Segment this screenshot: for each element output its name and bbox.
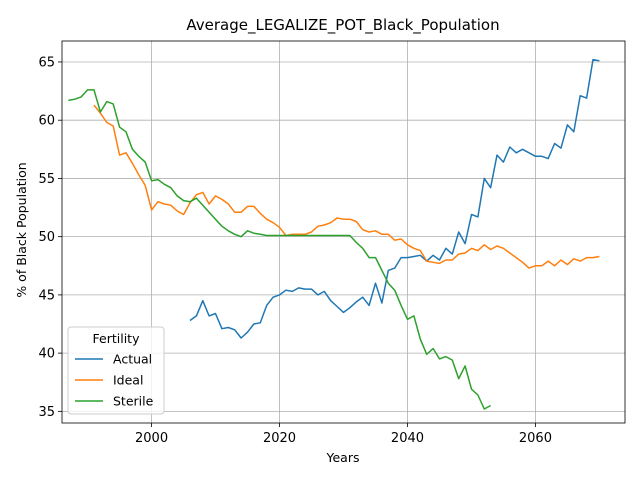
axis-ticks: 2000 2020 2040 2060 35 40 45 50 55 60 65 [38, 55, 552, 446]
y-tick-label: 40 [38, 347, 55, 362]
y-tick-label: 60 [38, 114, 55, 129]
x-tick-label: 2000 [135, 431, 168, 446]
y-tick-label: 45 [38, 288, 55, 303]
y-tick-label: 55 [38, 172, 55, 187]
plot-area-frame [61, 40, 626, 424]
x-tick-label: 2060 [519, 431, 552, 446]
legend-label-actual: Actual [113, 352, 152, 367]
series-line-sterile [68, 89, 491, 410]
legend-box [67, 326, 165, 415]
x-tick-label: 2020 [263, 431, 296, 446]
y-tick-label: 65 [38, 55, 55, 70]
legend-title: Fertility [93, 331, 141, 346]
legend-label-ideal: Ideal [113, 373, 143, 388]
x-tick-label: 2040 [391, 431, 424, 446]
y-axis-label: % of Black Population [14, 162, 29, 297]
series-line-actual [189, 58, 600, 339]
legend-items: Actual Ideal Sterile [75, 352, 154, 409]
legend-label-sterile: Sterile [113, 394, 154, 409]
y-tick-label: 35 [38, 405, 55, 420]
chart-title: Average_LEGALIZE_POT_Black_Population [186, 16, 499, 35]
y-tick-label: 50 [38, 230, 55, 245]
series-line-ideal [93, 104, 600, 269]
series-lines [68, 58, 600, 410]
legend: Fertility Actual Ideal Sterile [67, 326, 165, 415]
x-axis-label: Years [326, 450, 360, 465]
